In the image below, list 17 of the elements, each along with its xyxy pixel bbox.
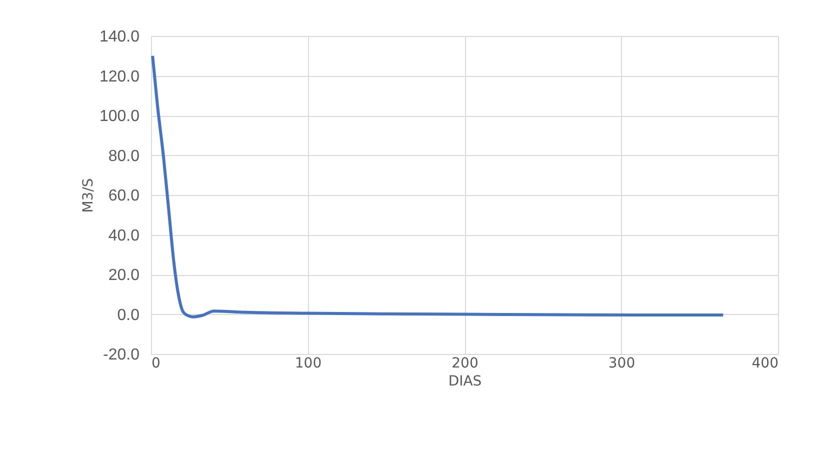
x-tick-label: 400 <box>752 356 778 372</box>
line-series <box>151 54 725 318</box>
y-tick-label: 140.0 <box>99 28 140 46</box>
x-tick-label: 100 <box>294 356 322 372</box>
y-tick-label: 40.0 <box>108 227 140 244</box>
y-axis-title: M3/S <box>80 178 96 213</box>
y-tick-label: 20.0 <box>108 267 140 284</box>
x-tick-label: 200 <box>452 356 478 372</box>
y-tick-label: 80.0 <box>108 148 140 165</box>
y-tick-label: 100.0 <box>99 108 140 125</box>
y-tick-label: -20.0 <box>103 346 140 364</box>
x-tick-label: 0 <box>152 356 160 372</box>
x-axis-title: DIAS <box>448 374 482 390</box>
y-tick-label: 0.0 <box>117 306 140 324</box>
x-tick-label: 300 <box>608 356 636 372</box>
y-tick-label: 60.0 <box>108 188 140 204</box>
y-tick-label: 120.0 <box>99 68 140 86</box>
